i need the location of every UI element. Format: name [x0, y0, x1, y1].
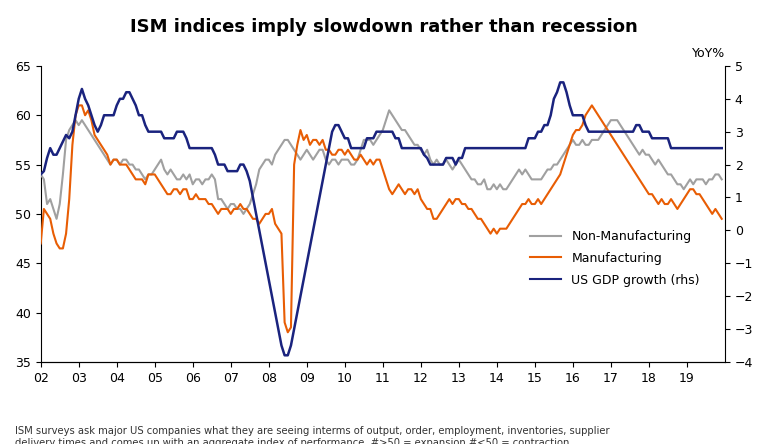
Text: ISM indices imply slowdown rather than recession: ISM indices imply slowdown rather than r… [130, 18, 638, 36]
Text: ISM surveys ask major US companies what they are seeing interms of output, order: ISM surveys ask major US companies what … [15, 426, 610, 444]
Legend: Non-Manufacturing, Manufacturing, US GDP growth (rhs): Non-Manufacturing, Manufacturing, US GDP… [525, 225, 705, 292]
Text: YoY%: YoY% [692, 47, 725, 60]
